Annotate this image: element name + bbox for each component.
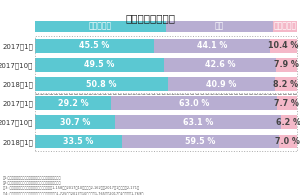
Bar (34, 115, 115, 129)
Text: 50.8 %: 50.8 % (86, 80, 116, 89)
Text: 適正: 適正 (215, 22, 224, 31)
Text: 7.0 %: 7.0 % (275, 137, 300, 146)
Text: 63.1 %: 63.1 % (183, 118, 213, 127)
Text: 6.2 %: 6.2 % (276, 118, 300, 127)
Bar (164, 58, 276, 72)
Text: 33.5 %: 33.5 % (63, 137, 94, 146)
Text: 29.2 %: 29.2 % (58, 99, 88, 108)
Text: 44.1 %: 44.1 % (196, 41, 227, 50)
Text: 8.2 %: 8.2 % (273, 80, 298, 89)
Text: 従業員の過不足感: 従業員の過不足感 (125, 14, 175, 24)
Bar (34, 96, 111, 110)
Text: 30.7 %: 30.7 % (60, 118, 90, 127)
Bar (115, 115, 281, 129)
Bar (34, 94, 297, 151)
Bar (275, 77, 297, 91)
Text: 49.5 %: 49.5 % (84, 60, 115, 69)
Bar (279, 135, 297, 148)
Text: 40.9 %: 40.9 % (206, 80, 237, 89)
Text: 63.0 %: 63.0 % (179, 99, 209, 108)
Bar (34, 20, 166, 32)
Text: 「過剰」計: 「過剰」計 (274, 22, 297, 31)
Bar (34, 135, 122, 148)
Text: 45.5 %: 45.5 % (79, 41, 110, 50)
Text: 注1:「不足」計は、「非常に不足／不足／やや不足」の合計
注2:「過剰」計は、「非常に過剰／過剰／やや過剰」の合計
注3: 正社員の母数は「従業なし／無回答」を: 注1:「不足」計は、「非常に不足／不足／やや不足」の合計 注2:「過剰」計は、「… (3, 175, 143, 195)
Text: 59.5 %: 59.5 % (185, 137, 216, 146)
Bar (34, 77, 168, 91)
Bar (276, 58, 297, 72)
Text: 7.9 %: 7.9 % (274, 60, 299, 69)
Bar (122, 135, 279, 148)
Bar (277, 96, 297, 110)
Bar (34, 36, 297, 93)
Bar (273, 20, 297, 32)
Bar (154, 39, 270, 53)
Bar (281, 115, 297, 129)
Bar (166, 20, 273, 32)
Bar (168, 77, 275, 91)
Text: 10.4 %: 10.4 % (268, 41, 298, 50)
Bar (111, 96, 277, 110)
Bar (34, 58, 164, 72)
Text: 「不足」計: 「不足」計 (88, 22, 112, 31)
Bar (34, 39, 154, 53)
Text: 7.7 %: 7.7 % (274, 99, 299, 108)
Text: 42.6 %: 42.6 % (205, 60, 236, 69)
Bar (270, 39, 297, 53)
